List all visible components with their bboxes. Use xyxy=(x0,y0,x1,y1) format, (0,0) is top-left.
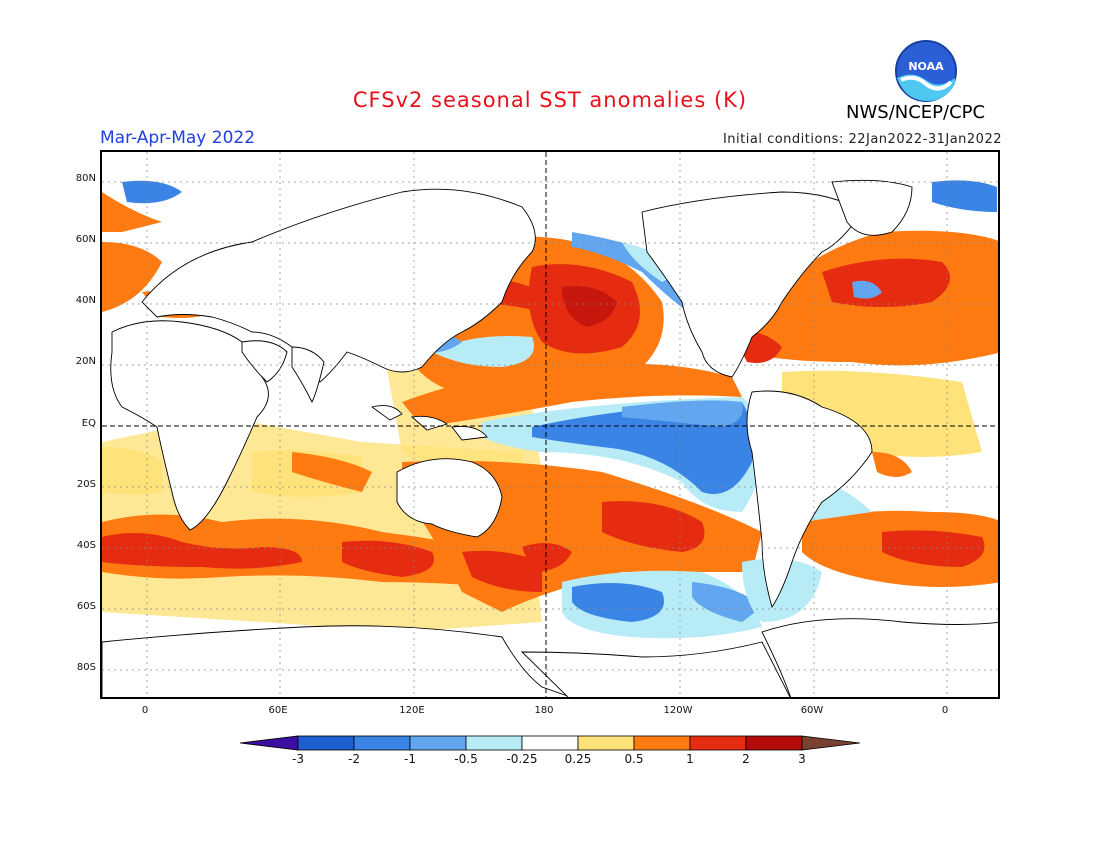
lon-label: 60W xyxy=(800,705,824,716)
colorbar-segment xyxy=(297,735,355,751)
colorbar-tick-label: 3 xyxy=(798,752,806,766)
lat-label: 80S xyxy=(76,662,96,673)
lat-label: 40N xyxy=(75,295,96,306)
colorbar-segment xyxy=(801,735,861,751)
colorbar-segment xyxy=(521,735,579,751)
equator-dateline xyxy=(102,152,998,697)
colorbar xyxy=(239,734,861,774)
colorbar-tick-label: -0.5 xyxy=(454,752,478,766)
agency-label: NWS/NCEP/CPC xyxy=(846,102,986,123)
colorbar-segment xyxy=(409,735,467,751)
lat-label: 60S xyxy=(76,601,96,612)
lon-label: 120W xyxy=(663,705,693,716)
colorbar-tick-label: -2 xyxy=(348,752,360,766)
svg-text:NOAA: NOAA xyxy=(908,60,944,73)
initial-conditions-label: Initial conditions: 22Jan2022-31Jan2022 xyxy=(722,132,1002,147)
lat-label: 20S xyxy=(76,479,96,490)
colorbar-segment xyxy=(577,735,635,751)
colorbar-segment xyxy=(465,735,523,751)
lon-label: 0 xyxy=(141,705,149,716)
colorbar-tick-label: 2 xyxy=(742,752,750,766)
grid-lines xyxy=(102,152,998,697)
lat-label: 40S xyxy=(76,540,96,551)
sst-anomaly-map xyxy=(100,150,1000,699)
lon-label: 180 xyxy=(534,705,554,716)
colorbar-segment xyxy=(633,735,691,751)
lon-label: 120E xyxy=(399,705,425,716)
lon-label: 0 xyxy=(941,705,949,716)
noaa-logo: NOAA xyxy=(895,40,957,102)
lon-label: 60E xyxy=(268,705,288,716)
colorbar-segment xyxy=(239,735,299,751)
map-title: CFSv2 seasonal SST anomalies (K) xyxy=(352,88,748,112)
colorbar-tick-label: -1 xyxy=(404,752,416,766)
colorbar-segment xyxy=(689,735,747,751)
lat-label: 80N xyxy=(75,173,96,184)
colorbar-tick-label: -3 xyxy=(292,752,304,766)
colorbar-segment xyxy=(745,735,803,751)
lat-label: EQ xyxy=(81,418,96,429)
colorbar-tick-label: 0.25 xyxy=(564,752,592,766)
colorbar-segment xyxy=(353,735,411,751)
continents xyxy=(102,179,998,697)
lat-label: 20N xyxy=(75,356,96,367)
colorbar-tick-label: 0.5 xyxy=(624,752,644,766)
colorbar-tick-label: -0.25 xyxy=(506,752,538,766)
colorbar-tick-label: 1 xyxy=(686,752,694,766)
lat-label: 60N xyxy=(75,234,96,245)
period-label: Mar-Apr-May 2022 xyxy=(100,128,256,148)
